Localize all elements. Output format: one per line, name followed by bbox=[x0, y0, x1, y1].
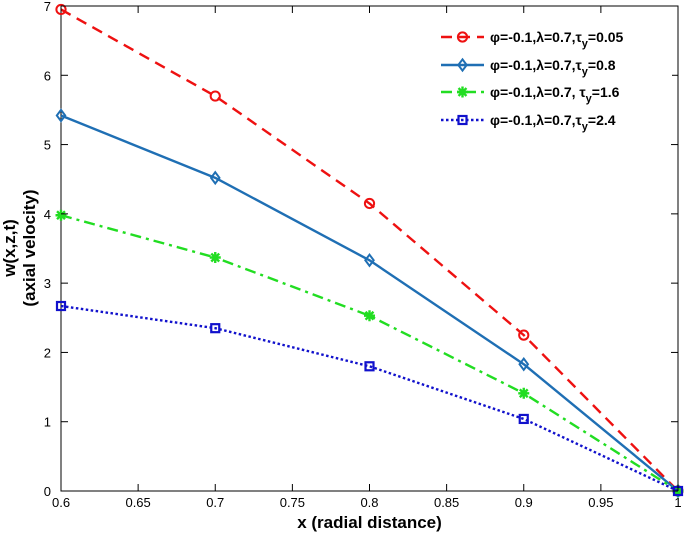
y-axis-label-line1: w(x,z,t) bbox=[0, 219, 19, 278]
legend-label: φ=-0.1,λ=0.7,τy=0.05 bbox=[490, 29, 624, 50]
x-tick-label: 0.7 bbox=[206, 495, 224, 510]
x-tick-label: 0.6 bbox=[52, 495, 70, 510]
y-tick-label: 1 bbox=[44, 415, 51, 430]
data-point bbox=[363, 197, 376, 210]
data-point bbox=[364, 310, 375, 322]
tick-layer: 0.6 0.65 0.7 0.75 0.8 0.85 0.9 0.95 1 0 1 2 3 4 5 6 7 bbox=[44, 0, 682, 510]
data-point bbox=[364, 361, 375, 372]
y-tick-label: 5 bbox=[44, 138, 51, 153]
data-point bbox=[55, 300, 67, 312]
y-axis-label-line2: (axial velocity) bbox=[20, 189, 39, 306]
data-point bbox=[210, 323, 221, 334]
x-tick-label: 0.65 bbox=[125, 495, 150, 510]
data-point bbox=[457, 57, 468, 73]
y-tick-label: 7 bbox=[44, 0, 51, 14]
series-line bbox=[60, 214, 679, 493]
x-tick-label: 0.85 bbox=[434, 495, 459, 510]
y-tick-label: 2 bbox=[44, 345, 51, 360]
data-point bbox=[518, 413, 529, 425]
series-layer bbox=[55, 3, 684, 499]
y-tick-label: 0 bbox=[44, 484, 51, 499]
y-tick-label: 3 bbox=[44, 276, 51, 291]
data-point bbox=[457, 86, 468, 98]
data-point bbox=[364, 253, 375, 268]
data-point bbox=[209, 252, 221, 264]
data-point bbox=[518, 356, 530, 372]
data-point bbox=[456, 31, 469, 43]
x-tick-label: 0.75 bbox=[280, 495, 305, 510]
data-point bbox=[457, 114, 468, 126]
series-line bbox=[60, 8, 679, 492]
legend-label: φ=-0.1,λ=0.7,τy=0.8 bbox=[490, 57, 616, 78]
x-tick-label: 0.9 bbox=[515, 495, 533, 510]
y-tick-label: 4 bbox=[44, 207, 51, 222]
legend: φ=-0.1,λ=0.7,τy=0.05 φ=-0.1,λ=0.7,τy=0.8 φ… bbox=[432, 15, 672, 133]
legend-box bbox=[432, 15, 672, 132]
legend-label: φ=-0.1,λ=0.7,τy=2.4 bbox=[490, 112, 616, 133]
data-point bbox=[55, 3, 67, 16]
data-point bbox=[518, 329, 530, 341]
data-point bbox=[518, 387, 530, 399]
data-point bbox=[55, 108, 67, 123]
x-axis-label: x (radial distance) bbox=[297, 513, 442, 532]
x-tick-label: 0.95 bbox=[588, 495, 613, 510]
data-point bbox=[209, 170, 221, 186]
x-tick-label: 1 bbox=[674, 495, 681, 510]
legend-label: φ=-0.1,λ=0.7, τy=1.6 bbox=[490, 84, 620, 105]
data-point bbox=[209, 90, 221, 102]
data-point bbox=[55, 209, 67, 221]
y-tick-label: 6 bbox=[44, 68, 51, 83]
x-tick-label: 0.8 bbox=[360, 495, 378, 510]
series-line bbox=[60, 114, 679, 492]
